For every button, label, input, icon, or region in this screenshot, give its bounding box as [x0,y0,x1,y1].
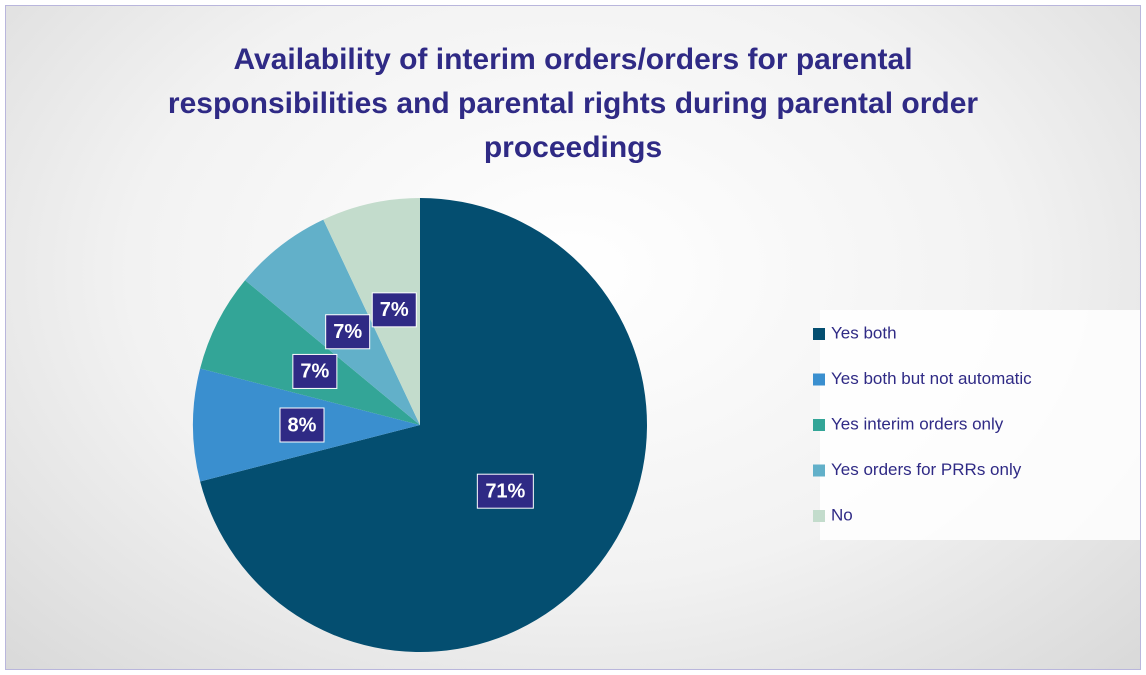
legend-label: Yes interim orders only [831,414,1004,433]
legend-swatch [813,510,825,522]
data-label-box [279,407,325,443]
data-label: 7% [300,361,329,383]
legend-swatch [813,373,825,386]
data-label: 7% [380,299,409,321]
legend-box [820,310,1140,540]
data-label-box [476,473,534,509]
legend-swatch [813,419,825,431]
data-label: 71% [485,480,525,502]
legend-swatch [813,464,825,477]
data-label: 7% [333,321,362,343]
legend-label: Yes both [831,323,897,342]
data-label-box [325,314,371,350]
legend-label: Yes both but not automatic [831,369,1032,388]
pie-slice [200,198,647,652]
pie-slice [323,198,420,425]
data-label-box [371,292,417,328]
chart-title: Availability of interim orders/orders fo… [167,43,979,164]
legend-label: No [831,505,853,524]
legend-swatch [813,328,825,340]
data-label-box [292,353,338,389]
legend-label: Yes orders for PRRs only [831,460,1022,479]
data-label: 8% [288,414,317,436]
pie-slice [200,280,420,425]
